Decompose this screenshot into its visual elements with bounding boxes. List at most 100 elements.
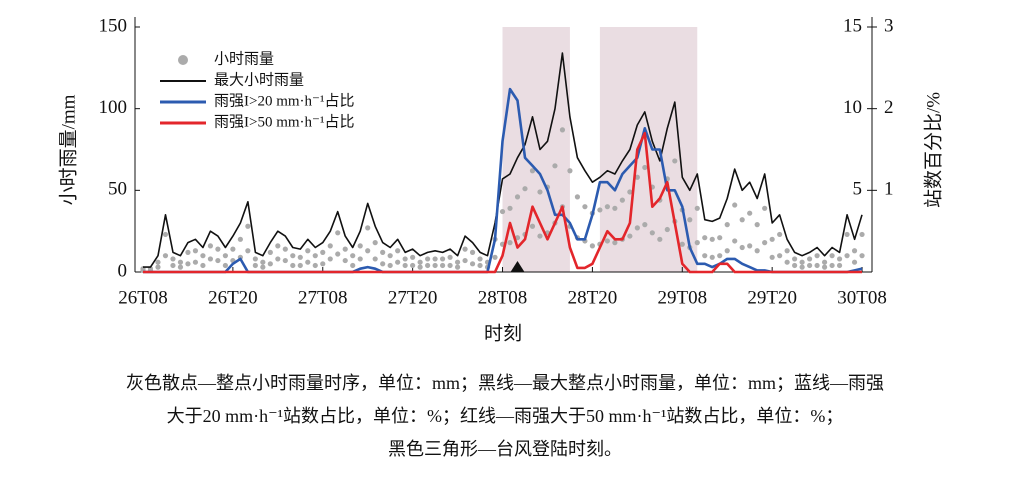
rain-dot [559, 127, 566, 133]
rain-dot [440, 256, 446, 262]
rain-dot [724, 248, 730, 254]
series-line [143, 131, 862, 274]
rain-dot [410, 262, 416, 269]
rain-dot [799, 259, 805, 265]
legend-label: 雨强I>20 mm·h⁻¹占比 [214, 92, 354, 109]
rain-dot [372, 256, 378, 262]
legend-label: 雨强I>50 mm·h⁻¹占比 [214, 113, 354, 130]
rain-dot [792, 262, 798, 269]
rain-dot [275, 243, 281, 249]
rain-dot [252, 262, 258, 269]
rain-dot [290, 262, 296, 269]
legend-symbol [178, 55, 188, 65]
rain-dot [851, 248, 858, 254]
rain-dot [327, 256, 333, 262]
rain-dot [762, 240, 768, 246]
rain-dot [380, 261, 386, 267]
rain-dot [836, 262, 843, 269]
rain-dot [417, 259, 423, 265]
rain-dot [230, 246, 236, 252]
rain-dot [709, 236, 715, 242]
rain-dot [425, 262, 431, 269]
rain-dot [454, 264, 461, 270]
x-tick-label: 27T08 [298, 287, 348, 308]
x-tick-label: 26T08 [118, 287, 168, 308]
rain-dot [567, 168, 573, 174]
rain-dot [747, 210, 753, 216]
rain-dot [799, 264, 805, 270]
rain-dot [155, 259, 161, 265]
rain-dot [192, 248, 199, 254]
rain-dot [604, 238, 610, 244]
rain-dot [552, 163, 558, 169]
y-tick-label: 0 [118, 260, 128, 281]
rain-dot [642, 222, 648, 228]
rain-dot [851, 259, 858, 265]
rain-dot [462, 246, 468, 252]
rain-dot [694, 205, 700, 211]
rain-dot [732, 238, 738, 244]
rain-dot [634, 225, 640, 231]
rain-dot [350, 253, 356, 259]
rain-dot [237, 236, 243, 242]
y-tick-label: 100 [99, 97, 128, 118]
rain-dot [290, 253, 296, 259]
rain-dot [814, 262, 820, 269]
rain-dot [769, 254, 775, 260]
rain-dot [732, 202, 738, 208]
rain-dot [395, 248, 401, 254]
rain-dot [380, 249, 386, 255]
rain-dot [305, 259, 311, 265]
rain-dot [207, 243, 214, 249]
rain-dot [507, 205, 513, 211]
rain-dot [529, 223, 536, 229]
rain-dot [469, 249, 476, 255]
landfall-marker [510, 261, 525, 272]
rain-dot [769, 236, 775, 242]
rain-dot [604, 204, 610, 210]
rain-dot [462, 257, 468, 264]
rain-dot [335, 230, 341, 236]
y-tick-label: 150 [99, 15, 128, 36]
rain-dot [297, 254, 303, 260]
rain-dot [814, 253, 820, 259]
rain-dot [365, 225, 371, 231]
rain-dot [192, 259, 199, 265]
x-tick-label: 27T20 [388, 287, 438, 308]
rain-dot [410, 254, 416, 260]
rain-dot [589, 243, 596, 249]
y-tick-label: 50 [108, 179, 127, 200]
rain-dot [627, 189, 633, 195]
x-tick-label: 26T20 [208, 287, 258, 308]
rain-dot [642, 164, 648, 171]
rain-dot [432, 256, 438, 262]
caption-line: 大于20 mm·h⁻¹站数占比，单位：%；红线—雨强大于50 mm·h⁻¹站数占… [167, 406, 844, 426]
x-tick-label: 30T08 [837, 287, 887, 308]
rain-dot [342, 257, 348, 264]
rain-dot [320, 261, 326, 267]
y2-tick-label: 15 [843, 15, 862, 36]
rain-dot [417, 264, 423, 270]
rain-dot [627, 233, 633, 239]
rain-dot [267, 261, 273, 267]
rain-dot [664, 226, 670, 233]
rain-dot [792, 256, 798, 262]
rain-dot [185, 249, 191, 255]
rain-dot [859, 253, 865, 259]
rain-dot [469, 261, 476, 267]
rain-dot [844, 253, 850, 259]
rain-dot [634, 174, 640, 180]
rain-dot [807, 262, 813, 269]
rain-dot [440, 262, 446, 269]
rain-dot [162, 253, 169, 259]
rain-dot [499, 208, 506, 215]
legend-label: 小时雨量 [214, 50, 274, 67]
rain-dot [387, 262, 393, 269]
rain-dot [477, 262, 483, 269]
rain-dot [335, 251, 341, 257]
rain-dot [522, 186, 528, 192]
rain-dot [777, 231, 783, 238]
rain-dot [784, 248, 790, 254]
rain-dot [327, 243, 333, 249]
rain-dot [432, 262, 438, 269]
